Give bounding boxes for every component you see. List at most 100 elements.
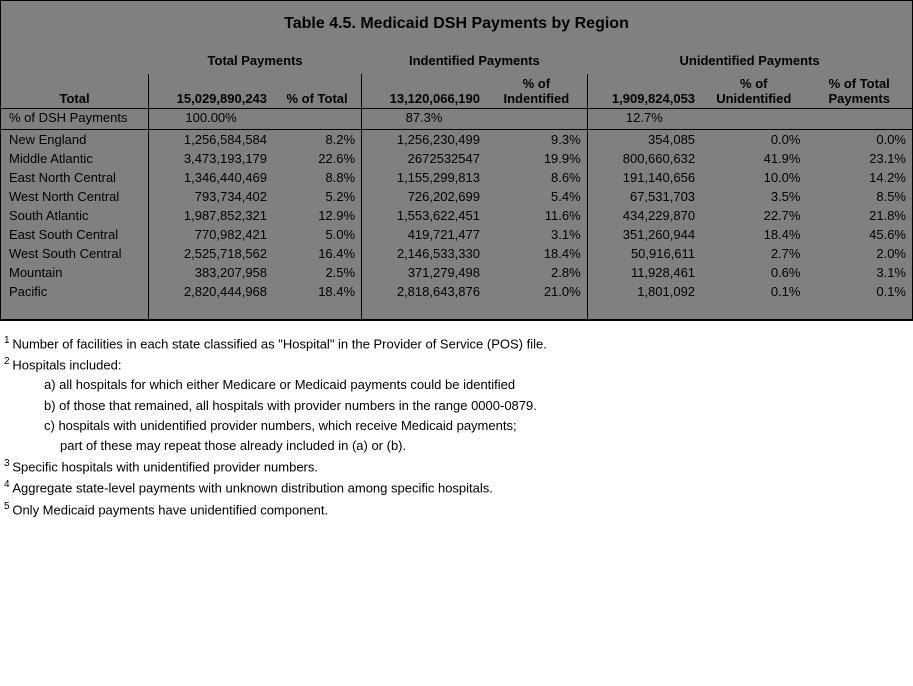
table-row: West North Central793,734,4025.2%726,202… [1,187,912,206]
cell-pct-total: 5.0% [273,225,362,244]
cell-unidentified-amount: 191,140,656 [587,168,701,187]
cell-pct-total: 8.8% [273,168,362,187]
cell-pct-total: 12.9% [273,206,362,225]
cell-pct-total: 5.2% [273,187,362,206]
table-row: New England1,256,584,5848.2%1,256,230,49… [1,130,912,150]
cell-pct-identified: 8.6% [486,168,587,187]
cell-pct-total: 8.2% [273,130,362,150]
footnote-2b: b) of those that remained, all hospitals… [4,396,909,416]
col-identified-amount: 13,120,066,190 [362,74,486,109]
group-header-identified: Indentified Payments [362,51,588,74]
pct-dsh-unidentified: 12.7% [587,109,701,130]
cell-pct-total-payments: 0.0% [806,130,912,150]
cell-total-amount: 2,820,444,968 [149,282,273,301]
cell-pct-identified: 19.9% [486,149,587,168]
cell-unidentified-amount: 67,531,703 [587,187,701,206]
cell-pct-identified: 21.0% [486,282,587,301]
table-row: Mountain383,207,9582.5%371,279,4982.8%11… [1,263,912,282]
cell-pct-unidentified: 10.0% [701,168,806,187]
cell-pct-unidentified: 22.7% [701,206,806,225]
blank-row [1,301,912,319]
cell-region: East South Central [1,225,149,244]
cell-identified-amount: 1,256,230,499 [362,130,486,150]
cell-total-amount: 383,207,958 [149,263,273,282]
cell-pct-total-payments: 45.6% [806,225,912,244]
cell-unidentified-amount: 434,229,870 [587,206,701,225]
cell-pct-total: 22.6% [273,149,362,168]
cell-pct-identified: 2.8% [486,263,587,282]
cell-identified-amount: 371,279,498 [362,263,486,282]
cell-identified-amount: 1,553,622,451 [362,206,486,225]
cell-region: Middle Atlantic [1,149,149,168]
pct-dsh-total: 100.00% [149,109,273,130]
col-pct-total: % of Total [273,74,362,109]
table-row: East South Central770,982,4215.0%419,721… [1,225,912,244]
cell-pct-total-payments: 3.1% [806,263,912,282]
footnote-2a: a) all hospitals for which either Medica… [4,375,909,395]
cell-pct-unidentified: 2.7% [701,244,806,263]
cell-identified-amount: 2,818,643,876 [362,282,486,301]
footnote-3: 3 Specific hospitals with unidentified p… [4,456,909,477]
cell-pct-total-payments: 14.2% [806,168,912,187]
cell-unidentified-amount: 50,916,611 [587,244,701,263]
cell-unidentified-amount: 351,260,944 [587,225,701,244]
table-title: Table 4.5. Medicaid DSH Payments by Regi… [1,1,912,51]
cell-region: East North Central [1,168,149,187]
cell-pct-total-payments: 2.0% [806,244,912,263]
cell-pct-total-payments: 0.1% [806,282,912,301]
group-header-total: Total Payments [149,51,362,74]
col-pct-total-payments: % of Total Payments [806,74,912,109]
cell-pct-identified: 18.4% [486,244,587,263]
cell-pct-identified: 5.4% [486,187,587,206]
footnote-1: 1 Number of facilities in each state cla… [4,333,909,354]
cell-pct-unidentified: 0.0% [701,130,806,150]
cell-region: Pacific [1,282,149,301]
cell-pct-unidentified: 0.6% [701,263,806,282]
cell-pct-total-payments: 21.8% [806,206,912,225]
cell-region: New England [1,130,149,150]
cell-pct-unidentified: 0.1% [701,282,806,301]
col-pct-identified: % of Indentified [486,74,587,109]
cell-pct-total-payments: 8.5% [806,187,912,206]
cell-identified-amount: 726,202,699 [362,187,486,206]
pct-dsh-label: % of DSH Payments [1,109,149,130]
cell-unidentified-amount: 800,660,632 [587,149,701,168]
table-body: New England1,256,584,5848.2%1,256,230,49… [1,130,912,320]
table-row: Pacific2,820,444,96818.4%2,818,643,87621… [1,282,912,301]
cell-unidentified-amount: 354,085 [587,130,701,150]
table-row: South Atlantic1,987,852,32112.9%1,553,62… [1,206,912,225]
footnote-2: 2 Hospitals included: [4,354,909,375]
cell-total-amount: 770,982,421 [149,225,273,244]
cell-region: Mountain [1,263,149,282]
cell-identified-amount: 1,155,299,813 [362,168,486,187]
footnote-2c-cont: part of these may repeat those already i… [4,436,909,456]
cell-region: West North Central [1,187,149,206]
col-total-amount: 15,029,890,243 [149,74,273,109]
cell-total-amount: 1,256,584,584 [149,130,273,150]
cell-unidentified-amount: 11,928,461 [587,263,701,282]
cell-region: South Atlantic [1,206,149,225]
cell-pct-total: 2.5% [273,263,362,282]
table-row: East North Central1,346,440,4698.8%1,155… [1,168,912,187]
cell-pct-total: 18.4% [273,282,362,301]
cell-unidentified-amount: 1,801,092 [587,282,701,301]
pct-dsh-row: % of DSH Payments 100.00% 87.3% 12.7% [1,109,912,130]
col-unidentified-amount: 1,909,824,053 [587,74,701,109]
group-header-unidentified: Unidentified Payments [587,51,912,74]
col-pct-unidentified: % of Unidentified [701,74,806,109]
table-container: Table 4.5. Medicaid DSH Payments by Regi… [0,0,913,321]
footnote-2c: c) hospitals with unidentified provider … [4,416,909,436]
footnote-5: 5 Only Medicaid payments have unidentifi… [4,499,909,520]
column-header-row: Total 15,029,890,243 % of Total 13,120,0… [1,74,912,109]
footnotes: 1 Number of facilities in each state cla… [0,321,913,541]
cell-total-amount: 1,987,852,321 [149,206,273,225]
cell-pct-total: 16.4% [273,244,362,263]
cell-identified-amount: 2,146,533,330 [362,244,486,263]
dsh-payments-table: Total Payments Indentified Payments Unid… [1,51,912,320]
cell-pct-unidentified: 3.5% [701,187,806,206]
cell-total-amount: 3,473,193,179 [149,149,273,168]
cell-region: West South Central [1,244,149,263]
cell-identified-amount: 419,721,477 [362,225,486,244]
cell-total-amount: 793,734,402 [149,187,273,206]
cell-total-amount: 2,525,718,562 [149,244,273,263]
